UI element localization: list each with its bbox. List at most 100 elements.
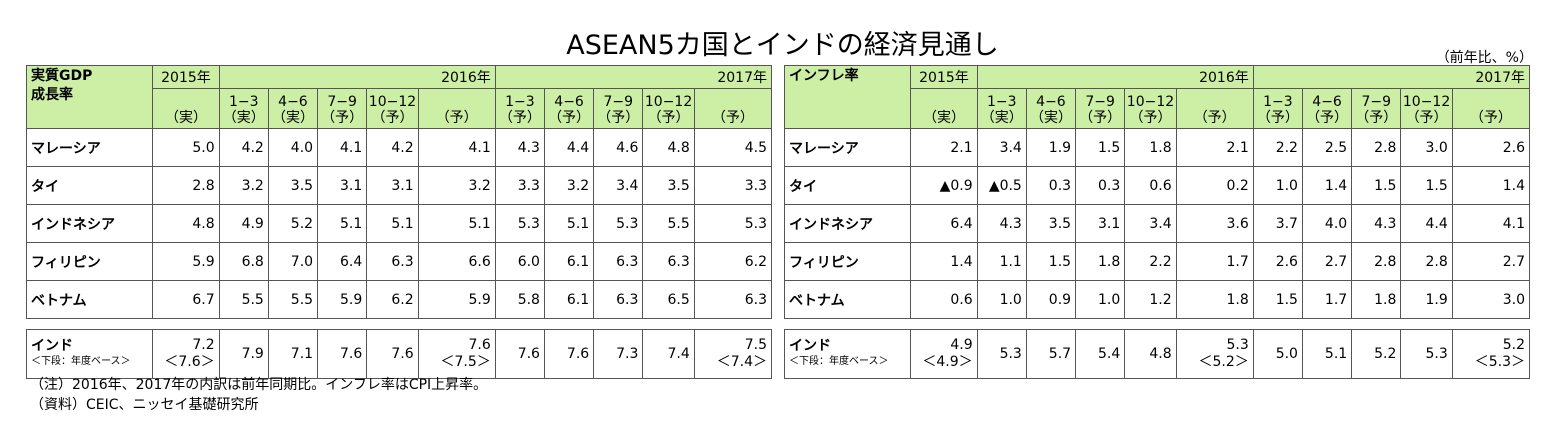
india-value-cell: 7.5 ＜7.4＞	[693, 329, 773, 379]
period-label: 4−6	[554, 94, 584, 110]
period-header: 10−12 （予）	[1124, 88, 1177, 129]
table-row: ベトナム 6.7 5.5 5.5 5.9 6.2 5.9 5.8 6.1 6.3 6.5 6.3	[25, 280, 773, 319]
table-row: ベトナム 0.6 1.0 0.9 1.0 1.2 1.8 1.5 1.7 1.8 1.9 3.0	[783, 280, 1531, 319]
value-cell: 2.5	[1301, 128, 1353, 167]
period-label: 1−3	[1263, 94, 1293, 110]
row-gap	[26, 318, 772, 330]
period-header: 7−9 （予）	[1351, 88, 1402, 129]
value-cell: ▲0.5	[976, 166, 1027, 205]
value-cell: 3.2	[218, 166, 269, 205]
india-value: 7.6	[517, 345, 540, 362]
value-cell: 4.3	[1351, 204, 1402, 243]
value-cell: 3.5	[642, 166, 695, 205]
period-header: 1−3 （実）	[976, 88, 1027, 129]
india-value: 5.3	[999, 345, 1022, 362]
period-label: 10−12	[1402, 94, 1451, 110]
period-header: 10−12 （予）	[642, 88, 695, 129]
value-cell: 3.4	[976, 128, 1027, 167]
period-status: （予）	[1355, 110, 1398, 126]
value-cell: 4.3	[494, 128, 545, 167]
value-cell: 7.0	[267, 242, 319, 281]
value-cell: 6.4	[317, 242, 368, 281]
india-fiscal-value: ＜7.5＞	[440, 354, 491, 370]
period-status: （予）	[1405, 110, 1448, 126]
india-value: 7.6	[566, 345, 590, 362]
period-header: （予）	[1175, 88, 1254, 129]
corner-header: インフレ率	[783, 65, 912, 129]
year-2017-header: 2017年	[494, 65, 773, 89]
value-cell: 2.8	[1400, 242, 1453, 281]
value-cell: 4.3	[976, 204, 1027, 243]
value-cell: 3.4	[593, 166, 644, 205]
value-cell: 4.2	[218, 128, 269, 167]
period-header: 1−3 （予）	[1252, 88, 1303, 129]
country-label: インド	[31, 338, 73, 354]
period-status: （予）	[1256, 110, 1299, 126]
value-cell: 4.4	[543, 128, 595, 167]
value-cell: 5.3	[693, 204, 773, 243]
period-status: （実）	[222, 110, 265, 126]
value-cell: 5.0	[152, 128, 220, 167]
value-cell: 6.4	[910, 204, 978, 243]
india-value-cell: 7.6	[317, 329, 368, 379]
period-status: （予）	[1129, 110, 1172, 126]
year-2016-header: 2016年	[218, 65, 496, 89]
value-cell: 4.1	[317, 128, 368, 167]
fiscal-basis-note: ＜下段：年度ベース＞	[31, 356, 131, 367]
period-header: （予）	[417, 88, 496, 129]
period-header: 4−6 （実）	[1025, 88, 1077, 129]
table-row: フィリピン 5.9 6.8 7.0 6.4 6.3 6.6 6.0 6.1 6.3 6.3 6.2	[25, 242, 773, 281]
value-cell: 6.2	[693, 242, 773, 281]
value-cell: 3.0	[1451, 280, 1531, 319]
value-cell: 4.5	[693, 128, 773, 167]
year-2015-header: 2015年	[152, 65, 220, 89]
period-header: 4−6 （予）	[1301, 88, 1353, 129]
india-value: 7.3	[616, 345, 639, 362]
period-status: （予）	[498, 110, 541, 126]
india-value: 5.4	[1098, 345, 1121, 362]
india-fiscal-value: ＜5.3＞	[1474, 354, 1525, 370]
period-header: 10−12 （予）	[366, 88, 419, 129]
india-value: 5.1	[1324, 345, 1348, 362]
period-header: 7−9 （予）	[317, 88, 368, 129]
corner-label: インフレ率	[789, 68, 859, 84]
value-cell: 2.8	[1351, 128, 1402, 167]
table-row: インドネシア 4.8 4.9 5.2 5.1 5.1 5.1 5.3 5.1 5.3 5.5 5.3	[25, 204, 773, 243]
table-row: フィリピン 1.4 1.1 1.5 1.8 2.2 1.7 2.6 2.7 2.8 2.8 2.7	[783, 242, 1531, 281]
india-value-cell: 7.2 ＜7.6＞	[152, 329, 220, 379]
india-value-cell: 5.2	[1351, 329, 1402, 379]
header-row-periods: （実） 1−3 （実） 4−6 （実） 7−9 （予） 10−12 （予） （予） 1−3 （予） 4−…	[27, 88, 773, 129]
india-fiscal-value: ＜7.6＞	[164, 354, 215, 370]
period-label: 7−9	[1085, 94, 1115, 110]
value-cell: 6.3	[366, 242, 419, 281]
value-cell: 5.5	[267, 280, 319, 319]
value-cell: 4.8	[642, 128, 695, 167]
value-cell: 2.1	[910, 128, 978, 167]
value-cell: 0.6	[1124, 166, 1177, 205]
value-cell: 2.7	[1451, 242, 1531, 281]
table-row: マレーシア 2.1 3.4 1.9 1.5 1.8 2.1 2.2 2.5 2.8 3.0 2.6	[783, 128, 1531, 167]
india-value: 4.9	[950, 337, 973, 353]
period-label: 1−3	[986, 94, 1017, 110]
value-cell: 3.1	[366, 166, 419, 205]
india-value-cell: 5.1	[1301, 329, 1353, 379]
india-value-cell: 5.2 ＜5.3＞	[1451, 329, 1531, 379]
india-value-cell: 5.4	[1075, 329, 1126, 379]
period-label: 7−9	[327, 94, 357, 110]
period-status: （予）	[435, 110, 478, 126]
inflation-table: インフレ率 2015年 2016年 2017年 （実） 1−3 （実） 4−6 （実） 7−9 （予…	[783, 65, 1531, 379]
value-cell: 6.0	[494, 242, 545, 281]
country-label: ベトナム	[783, 280, 912, 319]
india-value: 5.3	[1226, 337, 1249, 353]
period-label: 1−3	[505, 94, 535, 110]
value-cell: 3.6	[1175, 204, 1254, 243]
value-cell: 0.3	[1025, 166, 1077, 205]
notes: （注）2016年、2017年の内訳は前年同期比。インフレ率はCPI上昇率。 （資…	[30, 375, 487, 415]
india-value: 5.2	[1502, 337, 1525, 353]
value-cell: 2.2	[1252, 128, 1303, 167]
value-cell: 6.1	[543, 242, 595, 281]
value-cell: 3.5	[1025, 204, 1077, 243]
value-cell: 4.1	[1451, 204, 1531, 243]
period-header: 4−6 （実）	[267, 88, 319, 129]
period-status: （予）	[711, 110, 754, 126]
